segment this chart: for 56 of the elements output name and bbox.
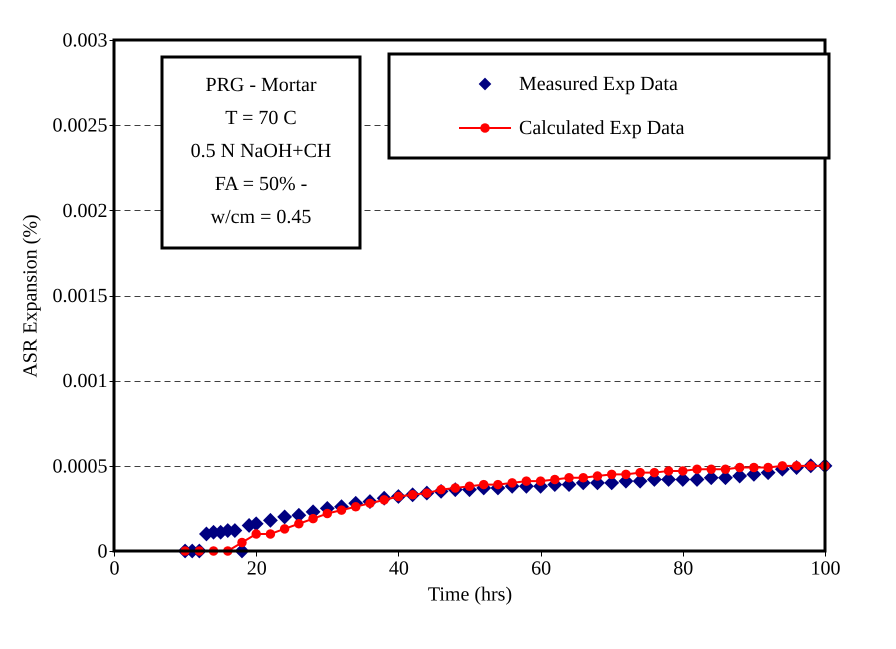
annotation: T = 70 C bbox=[225, 107, 297, 129]
point bbox=[493, 480, 503, 490]
point bbox=[251, 529, 261, 539]
y-tick-label: 0.0025 bbox=[52, 114, 108, 137]
y-tick-label: 0 bbox=[98, 540, 108, 562]
y-tick-label: 0.001 bbox=[62, 370, 108, 392]
x-tick-label: 20 bbox=[246, 558, 267, 580]
point bbox=[322, 508, 332, 518]
point bbox=[522, 476, 532, 486]
point bbox=[507, 478, 517, 488]
y-tick-label: 0.002 bbox=[62, 200, 108, 222]
point bbox=[336, 505, 346, 515]
point bbox=[621, 470, 631, 480]
x-tick-label: 100 bbox=[810, 558, 840, 580]
annotation: w/cm = 0.45 bbox=[210, 206, 312, 228]
point bbox=[749, 462, 759, 472]
point bbox=[606, 470, 616, 480]
point bbox=[635, 468, 645, 478]
y-tick-label: 0.0005 bbox=[52, 455, 108, 478]
y-axis-title: ASR Expansion (%) bbox=[20, 214, 42, 378]
point bbox=[592, 471, 602, 481]
legend-label: Calculated Exp Data bbox=[519, 117, 685, 139]
point bbox=[308, 514, 318, 524]
legend-label: Measured Exp Data bbox=[519, 73, 678, 95]
y-tick-label: 0.003 bbox=[62, 30, 108, 52]
point bbox=[266, 529, 276, 539]
point bbox=[350, 502, 360, 512]
point bbox=[706, 464, 716, 474]
point bbox=[734, 462, 744, 472]
point bbox=[664, 466, 674, 476]
point bbox=[464, 482, 474, 492]
point bbox=[650, 468, 660, 478]
point bbox=[692, 464, 702, 474]
point bbox=[277, 510, 292, 524]
point bbox=[280, 524, 290, 534]
point bbox=[678, 466, 688, 476]
annotation: 0.5 N NaOH+CH bbox=[190, 140, 332, 162]
point bbox=[478, 480, 488, 490]
point bbox=[720, 464, 730, 474]
x-tick-label: 40 bbox=[388, 558, 409, 580]
point bbox=[564, 473, 574, 482]
point bbox=[237, 538, 247, 548]
point bbox=[778, 461, 788, 471]
point bbox=[578, 473, 588, 482]
x-tick-label: 60 bbox=[531, 558, 552, 580]
annotation: FA = 50% - bbox=[214, 173, 308, 195]
point bbox=[263, 512, 278, 528]
point bbox=[550, 474, 560, 484]
point bbox=[536, 476, 546, 486]
point bbox=[690, 472, 704, 487]
point bbox=[763, 462, 773, 472]
point bbox=[294, 519, 304, 528]
y-tick-label: 0.0015 bbox=[52, 285, 108, 307]
x-tick-label: 80 bbox=[673, 558, 694, 580]
annotation: PRG - Mortar bbox=[205, 74, 317, 96]
x-axis-title: Time (hrs) bbox=[428, 584, 512, 606]
